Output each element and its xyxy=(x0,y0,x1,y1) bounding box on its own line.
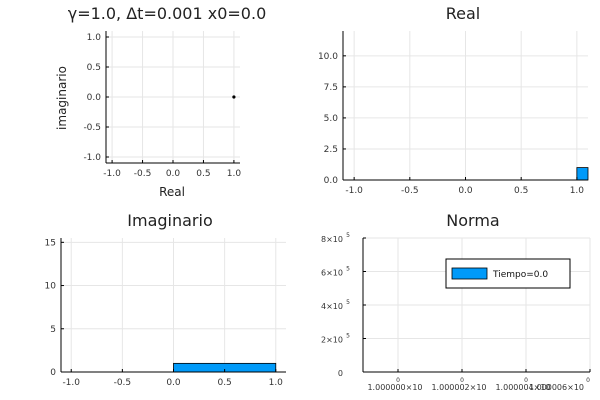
panel4-y-tick-exponent: 5 xyxy=(346,232,350,239)
panel4-y-tick: 8×10 xyxy=(321,235,343,244)
panel1-ylabel: imaginario xyxy=(55,66,69,130)
panel3-x-tick: 0.0 xyxy=(166,378,181,388)
panel1-y-tick: 1.0 xyxy=(87,33,102,43)
panel-imaginary-histogram: Imaginario -1.0 -0.5 0.0 0.5 1.0 0 5 10 15 xyxy=(45,211,286,388)
panel4-y-tick: 2×10 xyxy=(321,336,343,345)
panel1-x-tick: -0.5 xyxy=(134,169,152,179)
panel3-y-tick: 0 xyxy=(50,368,56,378)
panel1-x-tick: 0.5 xyxy=(196,169,210,179)
panel4-x-tick: 1.000006×10 xyxy=(529,383,584,392)
panel2-x-tick: 0.5 xyxy=(514,186,528,196)
panel3-y-tick: 10 xyxy=(45,282,57,292)
panel2-x-tick: -1.0 xyxy=(345,186,363,196)
panel4-x-tick-exponent: 0 xyxy=(396,377,400,384)
panel4-x-tick: 1.000000×10 xyxy=(367,383,422,392)
panel3-x-tick: 1.0 xyxy=(269,378,284,388)
panel2-y-tick: 5.0 xyxy=(324,114,339,124)
panel4-y-tick-exponent: 5 xyxy=(346,333,350,340)
panel1-point xyxy=(232,95,236,99)
panel1-title: γ=1.0, Δt=0.001 x0=0.0 xyxy=(68,4,267,23)
legend: Tiempo=0.0 xyxy=(445,258,571,289)
panel3-y-tick: 5 xyxy=(50,325,56,335)
panel1-y-tick: -1.0 xyxy=(83,153,101,163)
legend-label: Tiempo=0.0 xyxy=(492,270,548,280)
panel2-title: Real xyxy=(446,4,481,23)
panel4-y-tick: 0 xyxy=(338,369,343,378)
panel4-title: Norma xyxy=(446,211,499,230)
panel4-y-tick: 4×10 xyxy=(321,302,343,311)
panel1-x-tick: -1.0 xyxy=(103,169,121,179)
panel4-x-tick: 1.000004×10 xyxy=(495,383,550,392)
panel2-x-tick: -0.5 xyxy=(401,186,419,196)
panel1-y-tick: -0.5 xyxy=(83,123,101,133)
panel2-x-tick: 0.0 xyxy=(458,186,473,196)
panel4-y-tick-exponent: 5 xyxy=(346,299,350,306)
panel1-x-tick: 0.0 xyxy=(166,169,181,179)
panel4-x-tick-exponent: 0 xyxy=(586,377,590,384)
panel1-y-tick: 0.5 xyxy=(87,63,101,73)
panel4-x-tick-exponent: 0 xyxy=(460,377,464,384)
panel2-y-tick: 7.5 xyxy=(324,83,338,93)
panel2-x-tick: 1.0 xyxy=(570,186,585,196)
panel2-y-tick: 0.0 xyxy=(324,176,339,186)
panel3-y-tick: 15 xyxy=(45,238,56,248)
panel2-bar xyxy=(576,167,589,181)
panel1-xlabel: Real xyxy=(159,185,185,199)
panel4-y-tick: 6×10 xyxy=(321,269,343,278)
legend-swatch xyxy=(451,267,488,280)
panel1-x-tick: 1.0 xyxy=(227,169,242,179)
panel4-y-tick-exponent: 5 xyxy=(346,266,350,273)
panel3-x-tick: 0.5 xyxy=(217,378,231,388)
panel1-y-tick: 0.0 xyxy=(87,93,102,103)
panel2-y-tick: 2.5 xyxy=(324,145,338,155)
panel3-x-tick: -1.0 xyxy=(62,378,80,388)
panel-norm-histogram: Norma 02×10 54×10 56×10 58×10 51.000000×1001… xyxy=(321,211,591,392)
panel3-x-tick: -0.5 xyxy=(114,378,132,388)
panel-complex-plane: γ=1.0, Δt=0.001 x0=0.0 Real imaginario -… xyxy=(55,4,266,199)
panel3-title: Imaginario xyxy=(127,211,212,230)
panel-real-histogram: Real -1.0 -0.5 0.0 0.5 1.0 0.0 2.5 5.0 7.5 10.0 xyxy=(318,4,589,196)
panel4-x-tick-exponent: 0 xyxy=(524,377,528,384)
panel2-y-tick: 10.0 xyxy=(318,52,338,62)
panel4-x-tick: 1.000002×10 xyxy=(431,383,486,392)
